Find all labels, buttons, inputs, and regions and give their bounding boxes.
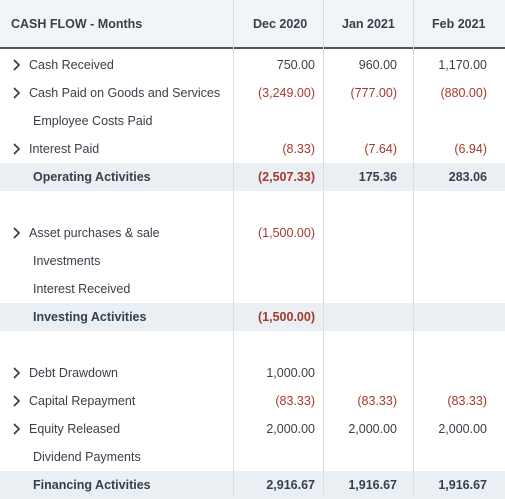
value-cell-feb-2021: (880.00) — [440, 86, 487, 100]
value-cell-dec-2020: (1,500.00) — [258, 226, 315, 240]
subtotal-row-operating-activities: Operating Activities (2,507.33) 175.36 283.… — [0, 163, 505, 191]
column-divider — [323, 0, 324, 495]
row-label: Asset purchases & sale — [29, 226, 160, 240]
row-label: Cash Received — [29, 58, 114, 72]
value-cell-jan-2021: 960.00 — [358, 58, 397, 72]
table-row-employee-costs-paid: Employee Costs Paid — [0, 107, 505, 135]
value-cell-dec-2020: (3,249.00) — [258, 86, 315, 100]
table-row-cash-received[interactable]: Cash Received 750.00 960.00 1,170.00 — [0, 51, 505, 79]
table-row-dividend-payments: Dividend Payments — [0, 443, 505, 471]
table-row-equity-released[interactable]: Equity Released 2,000.00 2,000.00 2,000.00 — [0, 415, 505, 443]
table-row-investments: Investments — [0, 247, 505, 275]
value-cell-feb-2021: 1,170.00 — [438, 58, 487, 72]
table-title: CASH FLOW - Months — [11, 17, 143, 31]
row-label: Employee Costs Paid — [33, 114, 153, 128]
row-label: Dividend Payments — [33, 450, 141, 464]
value-cell-feb-2021: (6.94) — [454, 142, 487, 156]
value-cell-dec-2020: (83.33) — [275, 394, 315, 408]
value-cell-feb-2021: 2,000.00 — [438, 422, 487, 436]
value-cell-jan-2021: (777.00) — [350, 86, 397, 100]
chevron-right-icon[interactable] — [11, 51, 23, 79]
table-row-interest-received: Interest Received — [0, 275, 505, 303]
table-row-asset-purchases-and-sale[interactable]: Asset purchases & sale (1,500.00) — [0, 219, 505, 247]
chevron-right-icon[interactable] — [11, 387, 23, 415]
column-header-dec-2020[interactable]: Dec 2020 — [253, 17, 308, 31]
row-label: Interest Paid — [29, 142, 100, 156]
table-header: CASH FLOW - Months Dec 2020 Jan 2021 Feb… — [0, 0, 505, 49]
column-header-feb-2021[interactable]: Feb 2021 — [432, 17, 486, 31]
value-cell-feb-2021: 1,916.67 — [438, 478, 487, 492]
row-label: Investing Activities — [33, 310, 147, 324]
chevron-right-icon[interactable] — [11, 79, 23, 107]
chevron-right-icon[interactable] — [11, 219, 23, 247]
value-cell-dec-2020: (1,500.00) — [258, 310, 315, 324]
row-label: Interest Received — [33, 282, 131, 296]
value-cell-jan-2021: (83.33) — [357, 394, 397, 408]
chevron-right-icon[interactable] — [11, 415, 23, 443]
value-cell-jan-2021: 2,000.00 — [348, 422, 397, 436]
row-label: Capital Repayment — [29, 394, 136, 408]
table-row-capital-repayment[interactable]: Capital Repayment (83.33) (83.33) (83.33) — [0, 387, 505, 415]
row-label: Operating Activities — [33, 170, 151, 184]
row-label: Investments — [33, 254, 101, 268]
subtotal-row-investing-activities: Investing Activities (1,500.00) — [0, 303, 505, 331]
value-cell-jan-2021: (7.64) — [364, 142, 397, 156]
value-cell-dec-2020: 750.00 — [276, 58, 315, 72]
row-label: Equity Released — [29, 422, 121, 436]
row-label: Cash Paid on Goods and Services — [29, 86, 221, 100]
row-label: Debt Drawdown — [29, 366, 118, 380]
chevron-right-icon[interactable] — [11, 135, 23, 163]
table-row-debt-drawdown[interactable]: Debt Drawdown 1,000.00 — [0, 359, 505, 387]
value-cell-jan-2021: 175.36 — [358, 170, 397, 184]
value-cell-dec-2020: 2,916.67 — [266, 478, 315, 492]
value-cell-feb-2021: 283.06 — [448, 170, 487, 184]
value-cell-dec-2020: 1,000.00 — [266, 366, 315, 380]
value-cell-feb-2021: (83.33) — [447, 394, 487, 408]
value-cell-dec-2020: (8.33) — [282, 142, 315, 156]
value-cell-jan-2021: 1,916.67 — [348, 478, 397, 492]
value-cell-dec-2020: (2,507.33) — [258, 170, 315, 184]
row-label: Financing Activities — [33, 478, 151, 492]
chevron-right-icon[interactable] — [11, 359, 23, 387]
table-row-interest-paid[interactable]: Interest Paid (8.33) (7.64) (6.94) — [0, 135, 505, 163]
column-divider — [413, 0, 414, 495]
column-header-jan-2021[interactable]: Jan 2021 — [342, 17, 395, 31]
value-cell-dec-2020: 2,000.00 — [266, 422, 315, 436]
subtotal-row-financing-activities: Financing Activities 2,916.67 1,916.67 1,91… — [0, 471, 505, 499]
column-divider — [233, 0, 234, 495]
table-row-cash-paid-on-goods-and-services[interactable]: Cash Paid on Goods and Services (3,249.00… — [0, 79, 505, 107]
